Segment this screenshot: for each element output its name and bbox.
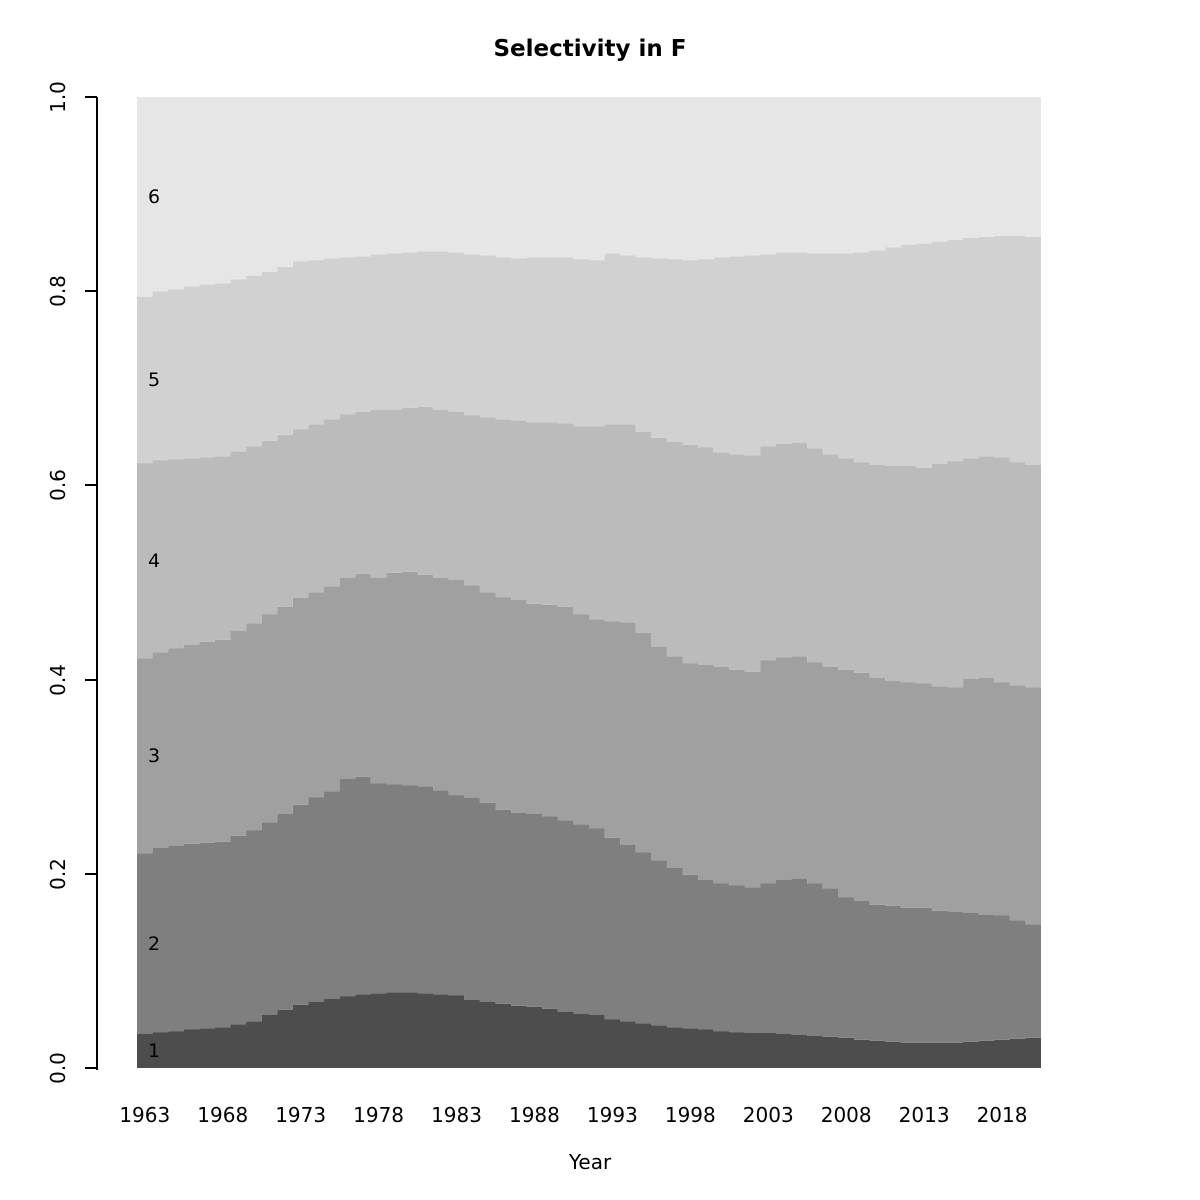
area-band-4: [137, 406, 1041, 688]
band-label-5: 5: [148, 369, 161, 392]
x-axis-tick-label: 1968: [197, 1103, 249, 1127]
x-axis-tick-label: 1988: [508, 1103, 560, 1127]
x-axis-tick-label: 1993: [586, 1103, 638, 1127]
area-band-6: [137, 97, 1041, 298]
x-axis-tick-label: 2018: [976, 1103, 1028, 1127]
x-axis-tick-label: 1978: [353, 1103, 405, 1127]
band-label-3: 3: [148, 744, 161, 767]
y-axis-tick: [85, 96, 97, 98]
area-band-1: [137, 992, 1041, 1068]
band-label-6: 6: [148, 186, 161, 208]
band-label-1: 1: [148, 1040, 161, 1062]
x-axis-tick-label: 2013: [898, 1103, 950, 1127]
area-band-3: [137, 571, 1041, 925]
chart-title: Selectivity in F: [493, 36, 687, 62]
y-axis-line: [96, 97, 98, 1070]
x-axis-tick-label: 2008: [820, 1103, 872, 1127]
area-band-2: [137, 776, 1041, 1043]
area-band-5: [137, 235, 1041, 468]
y-axis-tick: [85, 678, 97, 681]
x-axis-title: Year: [568, 1150, 612, 1174]
x-axis-tick-label: 1983: [431, 1103, 482, 1127]
x-axis-tick-label: 1973: [275, 1103, 327, 1127]
x-axis-tick-label: 1998: [664, 1103, 716, 1127]
band-label-4: 4: [148, 549, 161, 572]
y-axis-tick: [85, 484, 97, 487]
y-axis-tick: [85, 290, 97, 293]
y-axis-tick: [85, 1067, 97, 1069]
x-axis-tick-label: 1963: [119, 1103, 171, 1127]
x-axis-tick-label: 2003: [742, 1103, 794, 1127]
y-axis-tick: [85, 872, 97, 875]
band-label-2: 2: [148, 932, 161, 955]
